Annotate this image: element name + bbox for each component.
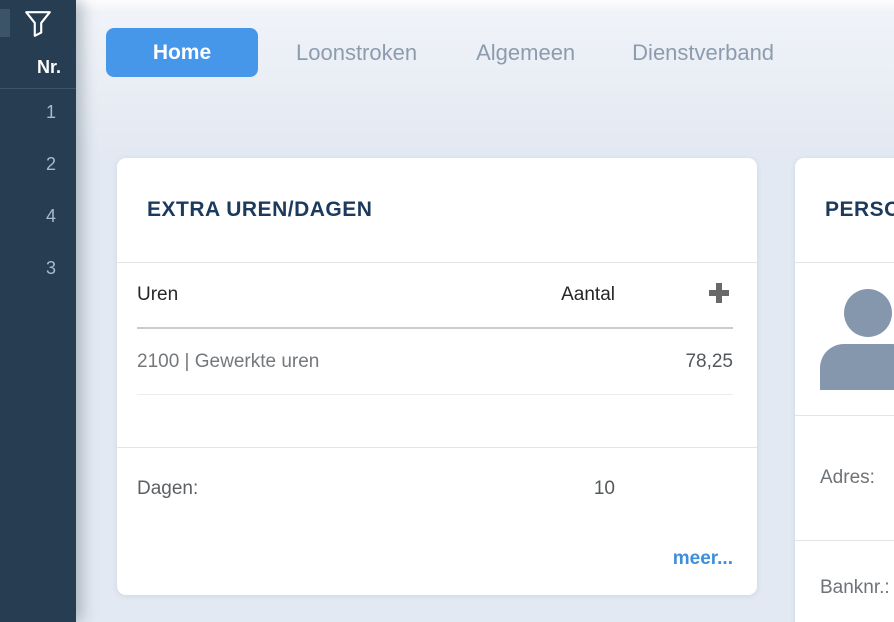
tab-loonstroken[interactable]: Loonstroken <box>296 39 418 65</box>
tab-dienstverband[interactable]: Dienstverband <box>632 39 775 65</box>
personalia-card: PERSONALIA Adres: Banknr.: <box>795 158 894 622</box>
table-spacer <box>137 395 733 447</box>
avatar-section <box>795 263 894 415</box>
meer-row: meer... <box>137 548 733 570</box>
adres-field-row: Adres: <box>795 416 894 540</box>
top-navigation: Home Loonstroken Algemeen Dienstverband <box>106 28 774 77</box>
dagen-value: 10 <box>593 478 615 499</box>
meer-link[interactable]: meer... <box>672 548 733 569</box>
card-divider <box>117 262 757 263</box>
filter-funnel-icon <box>24 9 52 44</box>
table-header-row: Uren Aantal <box>137 263 733 329</box>
banknr-label: Banknr.: <box>820 577 890 598</box>
extra-uren-dagen-card: EXTRA UREN/DAGEN Uren Aantal 2100 | Gewe… <box>117 158 757 595</box>
add-uren-button[interactable] <box>707 282 733 308</box>
column-header-aantal: Aantal <box>561 284 615 305</box>
card-divider <box>795 262 894 263</box>
uren-row-value: 78,25 <box>685 350 733 372</box>
dagen-label: Dagen: <box>137 478 199 499</box>
plus-icon <box>707 281 731 310</box>
avatar-shoulders <box>820 344 894 390</box>
table-row: 2100 | Gewerkte uren 78,25 <box>137 329 733 395</box>
banknr-field-row: Banknr.: <box>795 541 894 622</box>
card-title-row: PERSONALIA <box>795 158 894 262</box>
row-number-item[interactable]: 1 <box>45 102 56 122</box>
row-number-item[interactable]: 4 <box>45 206 56 226</box>
adres-label: Adres: <box>820 467 875 488</box>
column-header-uren: Uren <box>137 284 179 305</box>
dagen-section: Dagen: 10 meer... <box>117 448 757 570</box>
row-number-sidebar: Nr. 1 2 4 3 <box>0 0 76 622</box>
row-number-item[interactable]: 2 <box>45 154 56 174</box>
tab-home[interactable]: Home <box>106 28 258 77</box>
uren-table: Uren Aantal 2100 | Gewerkte uren 78,25 <box>117 263 757 447</box>
card-divider <box>117 447 757 448</box>
tab-algemeen[interactable]: Algemeen <box>476 39 576 65</box>
row-number-item[interactable]: 3 <box>45 258 56 278</box>
sidebar-divider <box>0 88 76 89</box>
card-divider <box>795 540 894 541</box>
person-avatar-icon <box>820 289 894 390</box>
card-divider <box>795 415 894 416</box>
dagen-row: Dagen: 10 <box>137 448 733 530</box>
uren-row-label: 2100 | Gewerkte uren <box>137 350 320 372</box>
partial-element <box>0 9 10 37</box>
card-title: PERSONALIA <box>825 198 894 221</box>
card-title: EXTRA UREN/DAGEN <box>147 198 373 221</box>
avatar-head <box>844 289 892 337</box>
card-title-row: EXTRA UREN/DAGEN <box>117 158 757 262</box>
row-number-column-header: Nr. <box>36 57 61 77</box>
row-number-list: 1 2 4 3 <box>0 88 76 296</box>
filter-button[interactable] <box>0 7 76 45</box>
